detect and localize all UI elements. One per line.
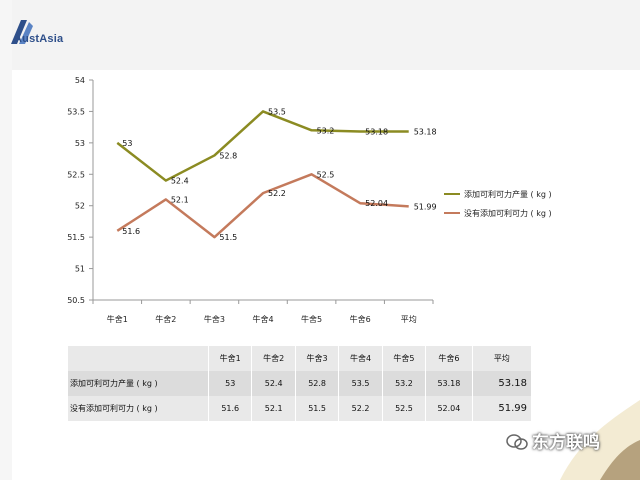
data-label: 52.04 <box>365 199 388 208</box>
table-header-cell: 牛舍4 <box>338 346 383 371</box>
y-tick-label: 54 <box>75 76 85 85</box>
watermark-text: 东方联鸣 <box>532 433 600 453</box>
table-header-cell: 牛舍5 <box>382 346 427 371</box>
wechat-icon <box>506 434 528 450</box>
data-label: 52.4 <box>171 177 189 186</box>
data-label: 52.8 <box>219 151 237 160</box>
data-label: 51.6 <box>122 227 140 236</box>
table-header-cell: 平均 <box>472 346 533 371</box>
y-tick-label: 52 <box>75 202 85 211</box>
data-label: 53 <box>122 139 132 148</box>
legend-label: 添加可利可力产量 ( kg ) <box>464 189 552 199</box>
table-cell: 52.1 <box>251 396 296 421</box>
y-tick-label: 52.5 <box>67 170 85 179</box>
data-label: 52.2 <box>268 189 286 198</box>
table-row: 添加可利可力产量 ( kg ) 53 52.4 52.8 53.5 53.2 5… <box>68 371 533 396</box>
table-cell: 52.8 <box>295 371 340 396</box>
data-label: 51.99 <box>414 202 437 211</box>
table-cell: 51.5 <box>295 396 340 421</box>
data-label: 52.5 <box>317 170 335 179</box>
austasia-logo <box>11 20 33 44</box>
data-label: 53.2 <box>317 126 335 135</box>
table-cell: 53.5 <box>338 371 383 396</box>
table-cell-average: 51.99 <box>472 396 533 421</box>
y-tick-label: 51.5 <box>67 233 85 242</box>
brand-name: AustAsia <box>14 33 64 45</box>
table-cell: 52.04 <box>425 396 473 421</box>
x-tick-label: 牛舍1 <box>107 314 128 324</box>
data-label: 51.5 <box>219 233 237 242</box>
table-header-cell: 牛舍2 <box>251 346 296 371</box>
x-tick-label: 牛舍5 <box>301 314 322 324</box>
table-cell: 51.6 <box>208 396 253 421</box>
x-tick-label: 牛舍3 <box>204 314 225 324</box>
y-tick-label: 51 <box>75 265 85 274</box>
data-label: 53.18 <box>414 128 437 137</box>
table-header-row: 牛舍1 牛舍2 牛舍3 牛舍4 牛舍5 牛舍6 平均 <box>68 346 533 371</box>
x-tick-label: 牛舍2 <box>155 314 176 324</box>
table-cell-average: 53.18 <box>472 371 533 396</box>
x-tick-label: 牛舍6 <box>350 314 371 324</box>
table-cell: 53.2 <box>382 371 427 396</box>
table-cell: 53.18 <box>425 371 473 396</box>
x-tick-label: 平均 <box>401 314 417 324</box>
data-label: 53.18 <box>365 128 388 137</box>
table-header-cell <box>68 346 209 371</box>
data-table: 牛舍1 牛舍2 牛舍3 牛舍4 牛舍5 牛舍6 平均 添加可利可力产量 ( kg… <box>68 346 533 421</box>
x-tick-label: 牛舍4 <box>252 314 273 324</box>
data-label: 52.1 <box>171 195 189 204</box>
table-row-label: 没有添加可利可力 ( kg ) <box>68 396 209 421</box>
table-cell: 52.2 <box>338 396 383 421</box>
y-tick-label: 50.5 <box>67 296 85 305</box>
y-tick-label: 53.5 <box>67 107 85 116</box>
table-header-cell: 牛舍6 <box>425 346 473 371</box>
y-tick-label: 53 <box>75 139 85 148</box>
table-row: 没有添加可利可力 ( kg ) 51.6 52.1 51.5 52.2 52.5… <box>68 396 533 421</box>
table-cell: 52.5 <box>382 396 427 421</box>
table-header-cell: 牛舍1 <box>208 346 253 371</box>
table-row-label: 添加可利可力产量 ( kg ) <box>68 371 209 396</box>
series-line-2 <box>116 173 409 239</box>
data-label: 53.5 <box>268 107 286 116</box>
table-cell: 52.4 <box>251 371 296 396</box>
legend-label: 没有添加可利可力 ( kg ) <box>464 208 552 218</box>
series-line-1 <box>116 110 409 182</box>
table-cell: 53 <box>208 371 253 396</box>
table-header-cell: 牛舍3 <box>295 346 340 371</box>
